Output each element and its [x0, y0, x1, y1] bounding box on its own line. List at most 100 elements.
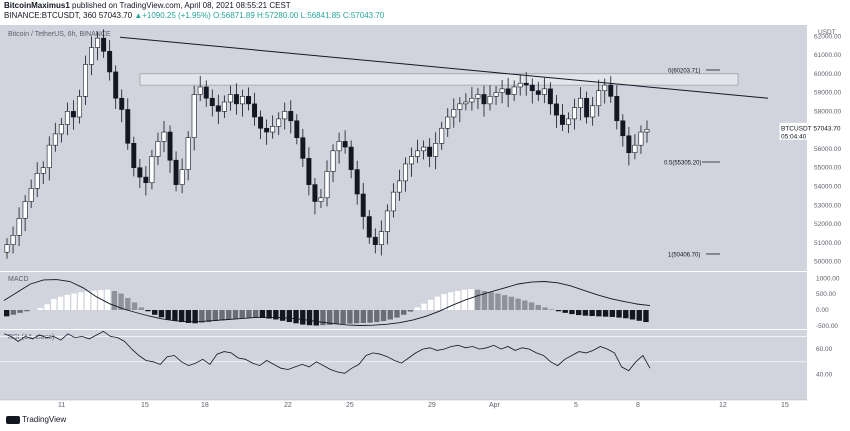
macd-histogram-bar	[252, 310, 259, 318]
macd-histogram-bar	[57, 296, 64, 310]
candle	[421, 146, 427, 152]
rsi-axis-tick: 40.00	[816, 372, 833, 379]
rsi-axis-tick: 60.00	[816, 346, 833, 353]
x-axis-tick: 8	[636, 402, 640, 409]
macd-histogram-bar	[71, 293, 77, 310]
macd-axis-tick: 1000.00	[816, 275, 840, 282]
macd-histogram-bar	[17, 310, 23, 313]
candle	[372, 236, 378, 246]
candle	[70, 111, 76, 118]
rsi-line	[3, 330, 651, 374]
candle	[499, 88, 505, 93]
candle	[137, 167, 143, 178]
macd-histogram-bar	[44, 304, 50, 310]
footer-brand[interactable]: TradingView	[6, 415, 66, 424]
candle	[578, 97, 584, 108]
candle	[233, 94, 239, 105]
macd-histogram-bar	[421, 303, 427, 310]
price-axis-tick: 60000.00	[814, 71, 841, 78]
candle	[457, 103, 463, 110]
macd-histogram-bar	[542, 307, 548, 310]
macd-histogram-bar	[118, 293, 124, 310]
candle	[638, 131, 644, 146]
macd-histogram-bar	[609, 310, 616, 317]
macd-histogram-bar	[78, 292, 84, 310]
candle	[203, 86, 209, 99]
macd-histogram-bar	[178, 310, 185, 323]
current-price-tag: BTCUSDT 57043.70	[781, 125, 841, 132]
x-axis-tick: 5	[574, 402, 578, 409]
candle	[463, 101, 469, 105]
candle	[602, 84, 608, 92]
macd-histogram-bar	[313, 310, 319, 326]
macd-histogram-bar	[286, 310, 293, 323]
price-axis-tick: 56000.00	[814, 146, 841, 153]
macd-histogram-bar	[528, 302, 535, 310]
candle	[451, 109, 457, 118]
descending-trendline	[119, 36, 769, 99]
macd-histogram-bar	[266, 310, 272, 319]
price-axis-tick: 53000.00	[814, 202, 841, 209]
price-axis-tick: 51000.00	[814, 240, 841, 247]
candle	[58, 124, 64, 135]
macd-histogram-bar	[454, 291, 461, 310]
macd-histogram-bar	[407, 310, 414, 312]
macd-histogram-bar	[589, 310, 595, 317]
macd-histogram-bar	[616, 310, 622, 318]
macd-signal-line	[3, 279, 651, 326]
macd-axis-tick: 500.00	[816, 291, 836, 298]
macd-histogram-bar	[367, 310, 373, 323]
symbol-label: BINANCE:BTCUSDT, 360	[4, 11, 97, 20]
candle	[155, 141, 161, 157]
candle	[487, 96, 493, 105]
macd-histogram-bar	[596, 310, 602, 317]
candle	[572, 107, 578, 120]
macd-histogram-bar	[427, 299, 434, 310]
symbol-info: BINANCE:BTCUSDT, 360 57043.70 ▲+1090.25 …	[4, 11, 384, 20]
macd-histogram-bar	[602, 310, 609, 317]
macd-histogram-bar	[488, 292, 494, 310]
macd-histogram-bar	[475, 289, 481, 310]
candle	[83, 64, 88, 97]
macd-histogram-bar	[212, 310, 218, 322]
macd-histogram-bar	[104, 289, 111, 310]
candle	[439, 127, 445, 144]
candle	[396, 180, 402, 193]
macd-histogram-bar	[340, 310, 346, 324]
candle	[566, 118, 571, 125]
macd-histogram-bar	[481, 291, 488, 310]
macd-histogram-bar	[380, 310, 387, 322]
candle	[246, 96, 251, 105]
tradingview-logo-icon	[6, 415, 20, 424]
candle	[366, 216, 372, 238]
macd-histogram-bar	[246, 310, 252, 318]
rsi-pane[interactable]	[0, 330, 807, 400]
candle	[529, 84, 535, 92]
macd-histogram-bar	[293, 310, 299, 324]
candle	[161, 131, 167, 142]
macd-histogram-bar	[643, 310, 649, 323]
candle	[312, 184, 318, 202]
macd-histogram-bar	[320, 310, 326, 326]
candle	[390, 191, 396, 212]
candle	[378, 231, 384, 246]
price-axis-tick: 52000.00	[814, 221, 841, 228]
macd-histogram-bar	[199, 310, 205, 323]
macd-histogram-bar	[495, 293, 501, 310]
candle	[547, 88, 553, 105]
author-name[interactable]: BitcoinMaximus1	[4, 1, 70, 10]
candle	[22, 201, 28, 219]
price-axis[interactable]	[807, 25, 850, 400]
candle	[40, 167, 46, 174]
candle	[300, 137, 306, 159]
candle	[318, 197, 324, 202]
macd-histogram-bar	[374, 310, 380, 323]
candle	[258, 116, 264, 129]
macd-histogram-bar	[300, 310, 306, 325]
macd-histogram-bar	[461, 289, 467, 310]
macd-histogram-bar	[172, 310, 178, 321]
candle	[270, 126, 276, 133]
publish-info: BitcoinMaximus1 published on TradingView…	[4, 1, 291, 10]
last-price: 57043.70	[98, 11, 133, 20]
macd-pane[interactable]	[0, 272, 807, 329]
